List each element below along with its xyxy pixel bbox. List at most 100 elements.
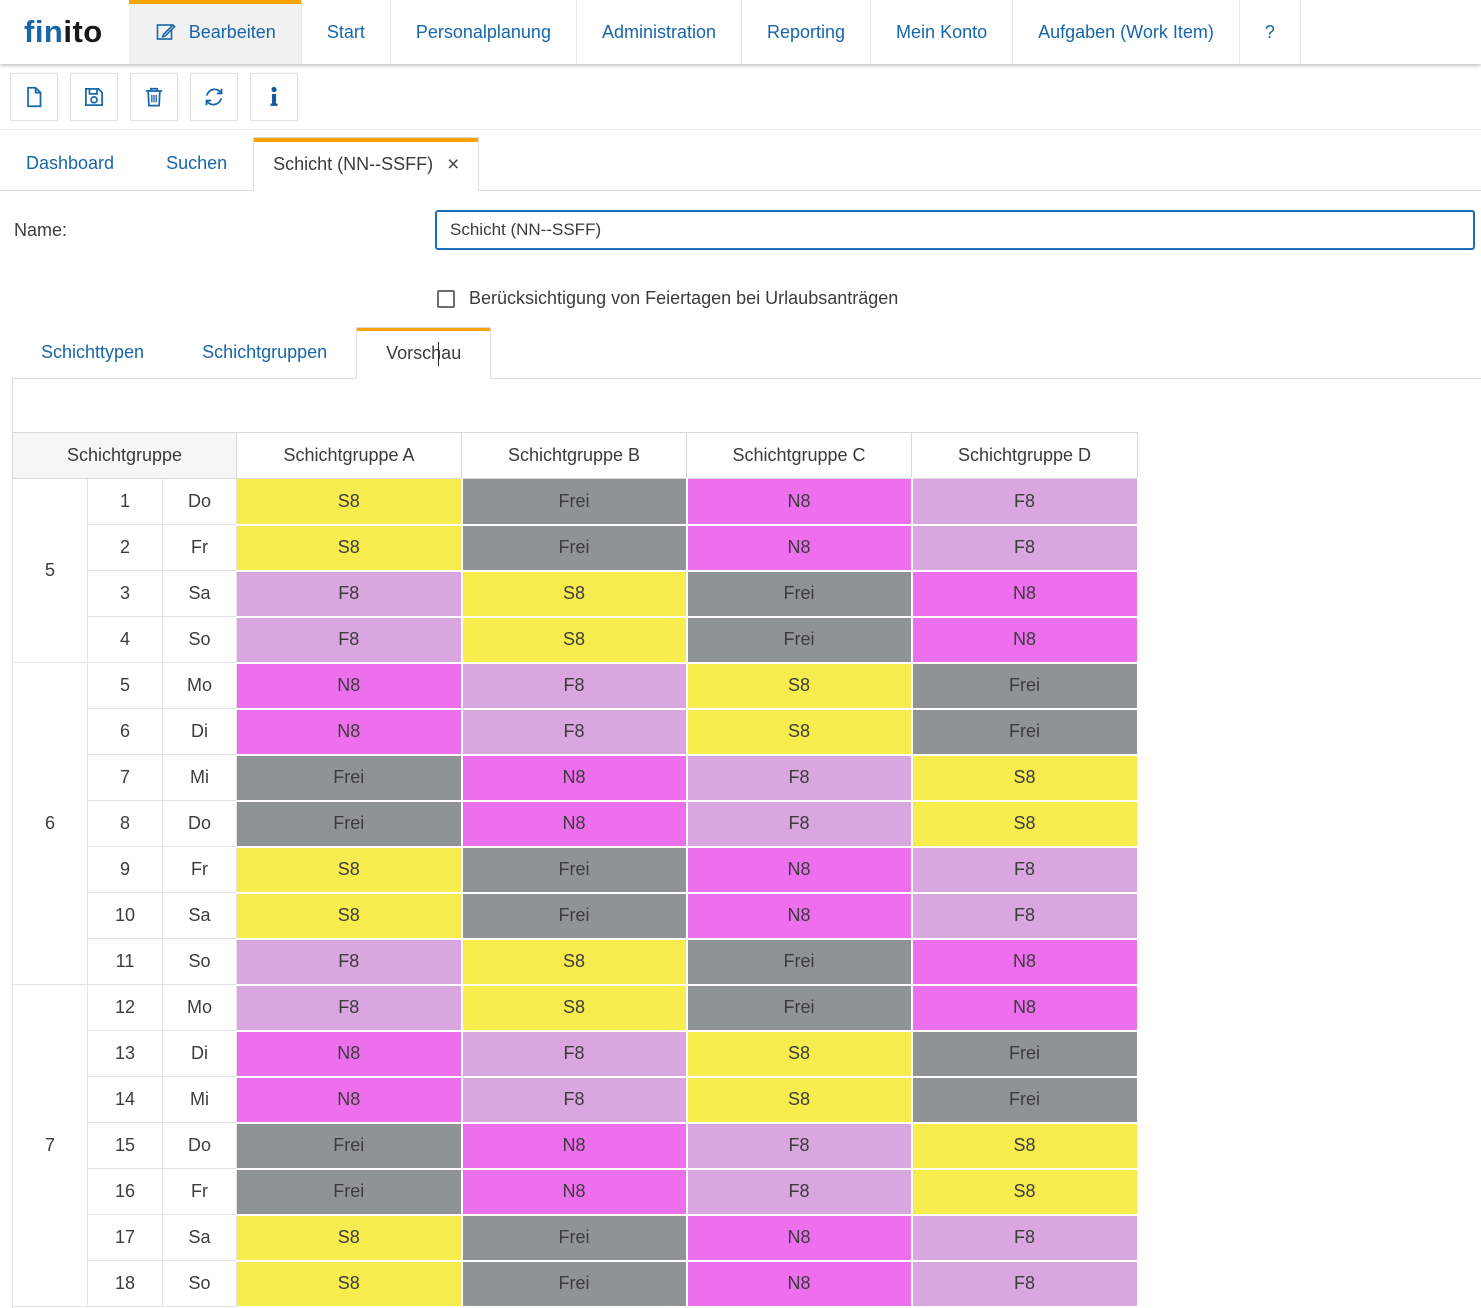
save-button[interactable] [70,73,118,121]
nav-item-label: ? [1264,21,1275,42]
nav-item-start[interactable]: Start [302,0,391,64]
week-number-cell: 5 [12,478,88,663]
shift-cell: F8 [461,662,688,710]
sub-tab-label: Schichtgruppen [202,341,328,362]
shift-cell: N8 [911,938,1139,986]
nav-item-bearbeiten[interactable]: Bearbeiten [128,0,302,64]
preview-table-body: 5 1 Do S8 Frei N8 F8 2 Fr S8 Frei N8 F8 3 Sa F8 S8 Frei N8… [12,478,1139,1308]
table-row: 8 Do Frei N8 F8 S8 [13,800,1139,848]
shift-cell: S8 [236,1260,463,1308]
shift-cell: Frei [461,892,688,940]
day-number-cell: 12 [87,984,163,1031]
day-number-cell: 10 [87,892,163,939]
day-name-cell: Do [162,478,237,525]
refresh-button[interactable] [190,73,238,121]
shift-cell: S8 [236,478,463,526]
app-logo: fin ito [0,0,129,64]
sub-tab-label: Vorschau [386,342,462,363]
shift-cell: N8 [461,800,688,848]
day-name-cell: Do [162,800,237,847]
nav-item-aufgaben-work-item[interactable]: Aufgaben (Work Item) [1013,0,1240,64]
table-row: 7 12 Mo F8 S8 Frei N8 [12,984,1139,1307]
day-name-cell: Mo [162,984,237,1031]
doc-tab-label: Suchen [166,152,228,173]
column-header-b: Schichtgruppe B [461,432,687,479]
doc-tab-dashboard[interactable]: Dashboard [0,136,140,190]
shift-cell: Frei [236,1122,463,1170]
nav-item-label: Aufgaben (Work Item) [1038,21,1214,42]
shift-cell: Frei [686,616,913,664]
nav-item-[interactable]: ? [1240,0,1301,64]
name-input[interactable] [435,210,1475,250]
day-name-cell: Mi [162,754,237,801]
nav-item-label: Bearbeiten [188,21,276,42]
shift-cell: F8 [461,1076,688,1124]
table-row: 16 Fr Frei N8 F8 S8 [13,1168,1139,1216]
table-row: 9 Fr S8 Frei N8 F8 [13,846,1139,894]
shift-cell: N8 [911,984,1139,1032]
shift-cell: F8 [911,524,1139,572]
shift-cell: Frei [911,708,1139,756]
shift-cell: N8 [686,524,913,572]
shift-cell: F8 [236,938,463,986]
shift-cell: F8 [236,984,463,1032]
preview-panel: Schichtgruppe Schichtgruppe A Schichtgru… [12,378,1481,1308]
toolbar [0,64,1481,130]
day-number-cell: 1 [87,478,163,525]
day-name-cell: Fr [162,524,237,571]
table-row: 13 Di N8 F8 S8 Frei [13,1030,1139,1078]
sub-tab-schichtgruppen[interactable]: Schichtgruppen [173,326,356,378]
nav-item-administration[interactable]: Administration [577,0,742,64]
shift-cell: S8 [461,570,688,618]
day-number-cell: 3 [87,570,163,617]
shift-preview-table: Schichtgruppe Schichtgruppe A Schichtgru… [12,432,1139,1308]
shift-cell: S8 [236,524,463,572]
top-navbar: fin ito Bearbeiten Start Personalplanung Adm… [0,0,1481,64]
shift-cell: F8 [236,616,463,664]
shift-cell: N8 [236,1076,463,1124]
day-name-cell: Sa [162,570,237,617]
day-number-cell: 7 [87,754,163,801]
doc-tab-schicht-nn-ssff[interactable]: Schicht (NN--SSFF) × [253,137,480,191]
shift-cell: N8 [911,616,1139,664]
text-cursor-caret [438,342,440,366]
edit-icon [154,20,178,44]
close-tab-icon[interactable]: × [447,153,460,176]
shift-cell: F8 [461,1030,688,1078]
holiday-checkbox[interactable] [437,289,455,308]
nav-item-personalplanung[interactable]: Personalplanung [391,0,577,64]
shift-cell: Frei [686,938,913,986]
nav-item-reporting[interactable]: Reporting [742,0,872,64]
shift-cell: S8 [911,1168,1139,1216]
sub-tab-vorschau[interactable]: Vorschau [356,327,492,379]
group-column-header: Schichtgruppe [12,432,237,479]
shift-cell: S8 [686,708,913,756]
name-field-row: Name: [14,210,1481,250]
sub-tab-schichttypen[interactable]: Schichttypen [12,326,173,378]
shift-cell: N8 [236,1030,463,1078]
day-number-cell: 4 [87,616,163,663]
day-name-cell: Fr [162,1168,237,1215]
holiday-checkbox-label: Berücksichtigung von Feiertagen bei Urla… [469,288,899,308]
nav-item-label: Personalplanung [415,21,551,42]
shift-cell: S8 [911,1122,1139,1170]
doc-tab-suchen[interactable]: Suchen [140,136,253,190]
delete-icon [141,84,167,110]
table-row: 17 Sa S8 Frei N8 F8 [13,1214,1139,1262]
nav-item-label: Start [326,21,365,42]
shift-cell: S8 [686,1076,913,1124]
shift-cell: F8 [686,1168,913,1216]
day-name-cell: Fr [162,846,237,893]
day-number-cell: 18 [87,1260,163,1307]
nav-item-mein-konto[interactable]: Mein Konto [871,0,1014,64]
info-button[interactable] [250,73,298,121]
day-name-cell: Sa [162,1214,237,1261]
delete-button[interactable] [130,73,178,121]
save-icon [81,84,107,110]
shift-cell: Frei [236,1168,463,1216]
week-number-cell: 6 [12,662,88,985]
day-number-cell: 9 [87,846,163,893]
shift-cell: Frei [911,662,1139,710]
logo-text-dark: ito [63,14,103,49]
new-document-button[interactable] [10,73,58,121]
